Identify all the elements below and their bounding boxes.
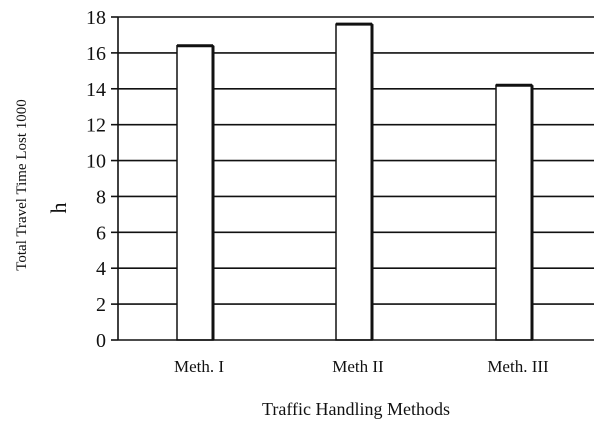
y-tick-label-2: 2 bbox=[96, 294, 106, 316]
x-tick-label-1: Meth. I bbox=[174, 357, 224, 376]
bar-2 bbox=[335, 23, 373, 341]
y-tick-label-6: 6 bbox=[96, 222, 106, 244]
y-tick-label-12: 12 bbox=[86, 115, 106, 137]
bars bbox=[176, 22, 534, 341]
y-tick-labels: 0 2 4 6 8 10 12 14 16 18 bbox=[86, 7, 106, 352]
y-tick-label-18: 18 bbox=[86, 7, 106, 29]
x-axis-title: Traffic Handling Methods bbox=[262, 399, 450, 419]
bar-3 bbox=[495, 84, 533, 341]
y-axis-title: Total Travel Time Lost 1000 bbox=[14, 99, 30, 270]
y-axis-unit-glyph: h bbox=[46, 203, 71, 214]
y-tick-label-16: 16 bbox=[86, 43, 106, 65]
y-tick-label-4: 4 bbox=[96, 258, 106, 280]
x-tick-label-2: Meth II bbox=[332, 357, 384, 376]
axes bbox=[111, 16, 594, 341]
x-tick-labels: Meth. I Meth II Meth. III bbox=[174, 357, 549, 376]
y-tick-label-14: 14 bbox=[86, 79, 106, 101]
bar-1 bbox=[176, 44, 214, 341]
x-tick-label-3: Meth. III bbox=[487, 357, 549, 376]
y-tick-label-10: 10 bbox=[86, 151, 106, 173]
y-tick-label-0: 0 bbox=[96, 330, 106, 352]
y-tick-label-8: 8 bbox=[96, 186, 106, 208]
